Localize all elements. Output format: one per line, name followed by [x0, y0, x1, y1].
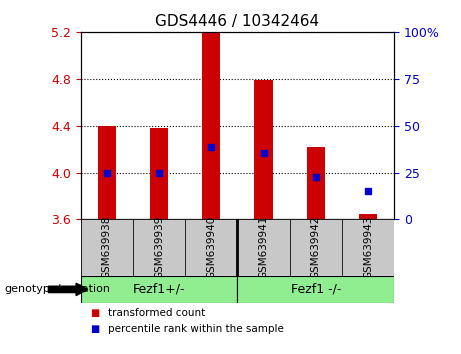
- Bar: [237, 276, 394, 303]
- Bar: [290, 219, 342, 276]
- Bar: [359, 213, 377, 219]
- Text: ■: ■: [90, 308, 99, 318]
- Text: Fezf1 -/-: Fezf1 -/-: [290, 283, 341, 296]
- Text: ■: ■: [90, 324, 99, 334]
- Title: GDS4446 / 10342464: GDS4446 / 10342464: [155, 14, 319, 29]
- Text: GSM639938: GSM639938: [102, 216, 112, 280]
- Bar: [342, 219, 394, 276]
- Bar: [237, 219, 290, 276]
- Text: GSM639942: GSM639942: [311, 216, 321, 280]
- Text: percentile rank within the sample: percentile rank within the sample: [108, 324, 284, 334]
- Text: genotype/variation: genotype/variation: [5, 284, 111, 295]
- Text: GSM639941: GSM639941: [259, 216, 269, 280]
- Bar: [81, 276, 237, 303]
- Bar: [202, 33, 220, 219]
- Text: GSM639939: GSM639939: [154, 216, 164, 280]
- Bar: [150, 128, 168, 219]
- Bar: [98, 126, 116, 219]
- Bar: [81, 219, 133, 276]
- Bar: [254, 80, 272, 219]
- Text: GSM639940: GSM639940: [206, 216, 216, 279]
- Bar: [307, 147, 325, 219]
- Bar: [133, 219, 185, 276]
- Text: GSM639943: GSM639943: [363, 216, 373, 280]
- Text: transformed count: transformed count: [108, 308, 206, 318]
- Bar: [185, 219, 237, 276]
- Text: Fezf1+/-: Fezf1+/-: [133, 283, 185, 296]
